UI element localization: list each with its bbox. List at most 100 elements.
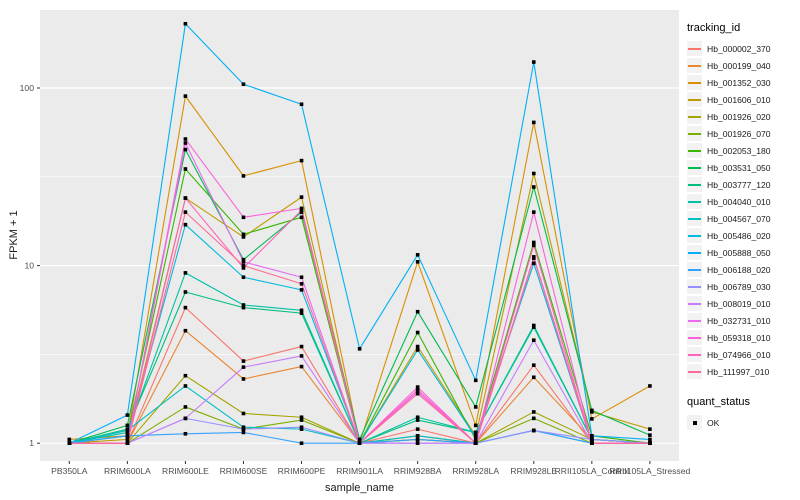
data-point-marker (473, 430, 478, 435)
data-point-marker (299, 206, 304, 211)
legend-item-label: Hb_001926_020 (707, 111, 771, 122)
legend-item-Hb_006789_030: Hb_006789_030 (687, 278, 799, 295)
data-point-marker (241, 260, 246, 264)
legend-item-label: Hb_002053_180 (707, 145, 771, 156)
data-point-marker (241, 411, 246, 416)
data-points (67, 21, 652, 445)
x-tick-label: RRIM600PE (278, 466, 326, 476)
legend-item-label: Hb_005486_020 (707, 230, 771, 241)
data-point-marker (67, 441, 72, 445)
data-point-marker (183, 141, 188, 145)
data-point-marker (241, 303, 246, 307)
data-point-marker (299, 102, 304, 107)
data-point-marker (241, 425, 246, 430)
data-point-marker (415, 344, 420, 349)
data-point-marker (357, 347, 362, 351)
data-point-marker (183, 137, 188, 141)
legend-item-Hb_001606_010: Hb_001606_010 (687, 91, 799, 108)
line-swatch-icon (687, 41, 702, 56)
legend-item-label: Hb_001926_070 (707, 128, 771, 139)
data-point-marker (125, 428, 130, 433)
x-tick-label: RRIM928LA (452, 466, 499, 476)
data-point-marker (183, 271, 188, 275)
line-swatch-icon (687, 296, 702, 311)
line-swatch-icon (687, 279, 702, 294)
data-point-marker (648, 384, 652, 388)
legend-item-label: Hb_004040_010 (707, 196, 771, 207)
data-point-marker (183, 210, 188, 214)
data-point-marker (299, 275, 304, 280)
data-point-marker (183, 305, 188, 310)
data-point-marker (125, 434, 130, 438)
legend-item-Hb_002053_180: Hb_002053_180 (687, 142, 799, 159)
data-point-marker (125, 413, 130, 417)
square-marker-icon (687, 415, 702, 430)
line-swatch-icon (687, 364, 702, 379)
data-point-marker (531, 375, 536, 380)
data-point-marker (531, 240, 536, 245)
data-point-marker (299, 364, 304, 369)
legend-item-label: Hb_000199_040 (707, 60, 771, 71)
data-point-marker (183, 384, 188, 388)
legend-item-Hb_005486_020: Hb_005486_020 (687, 227, 799, 244)
x-tick-label: RRII105LA_Control (555, 466, 630, 476)
data-point-marker (241, 365, 246, 369)
data-point-marker (299, 311, 304, 315)
line-swatch-icon (687, 347, 702, 362)
data-point-marker (299, 441, 304, 445)
data-point-marker (415, 418, 420, 422)
data-point-marker (125, 423, 130, 428)
data-point-marker (183, 373, 188, 378)
data-point-marker (415, 387, 420, 392)
data-point-marker (590, 441, 594, 445)
data-point-marker (415, 389, 420, 394)
data-point-marker (241, 232, 246, 237)
panel-background (40, 10, 679, 461)
data-point-marker (473, 435, 478, 440)
y-tick-label: 100 (20, 83, 35, 93)
legend-item-Hb_001352_030: Hb_001352_030 (687, 74, 799, 91)
legend-item-Hb_074966_010: Hb_074966_010 (687, 346, 799, 363)
data-point-marker (648, 437, 652, 442)
data-point-marker (241, 174, 246, 178)
y-tick-label: 1 (29, 438, 34, 448)
data-point-marker (531, 256, 536, 261)
x-tick-label: RRIM928BA (394, 466, 442, 476)
line-swatch-icon (687, 58, 702, 73)
data-point-marker (531, 210, 536, 214)
legend-item-label: Hb_005888_050 (707, 247, 771, 258)
data-point-marker (415, 385, 420, 389)
x-tick-label: RRIM928LE (510, 466, 557, 476)
legend-item-Hb_000199_040: Hb_000199_040 (687, 57, 799, 74)
data-point-marker (299, 210, 304, 214)
line-swatch-icon (687, 330, 702, 345)
data-point-marker (183, 290, 188, 294)
legend-item-Hb_004040_010: Hb_004040_010 (687, 193, 799, 210)
data-point-marker (415, 437, 420, 442)
line-swatch-icon (687, 160, 702, 175)
legend-item-label: Hb_000002_370 (707, 43, 771, 54)
data-point-marker (183, 21, 188, 26)
data-point-marker (241, 427, 246, 431)
data-point-marker (241, 430, 246, 435)
data-point-marker (415, 260, 420, 264)
data-point-marker (299, 354, 304, 358)
line-swatch-icon (687, 92, 702, 107)
data-point-marker (183, 196, 188, 200)
data-point-marker (299, 215, 304, 220)
data-point-marker (241, 275, 246, 280)
data-point-marker (125, 430, 130, 435)
data-point-marker (531, 171, 536, 176)
legend-item-Hb_001926_070: Hb_001926_070 (687, 125, 799, 142)
data-point-marker (299, 418, 304, 422)
data-point-marker (590, 417, 594, 421)
x-tick-label: RRIM901LA (336, 466, 383, 476)
data-point-marker (531, 60, 536, 64)
legend-item-label: Hb_004567_070 (707, 213, 771, 224)
data-point-marker (241, 359, 246, 363)
data-point-marker (415, 309, 420, 314)
line-swatch-icon (687, 211, 702, 226)
tracking-id-legend-title: tracking_id (687, 22, 741, 34)
